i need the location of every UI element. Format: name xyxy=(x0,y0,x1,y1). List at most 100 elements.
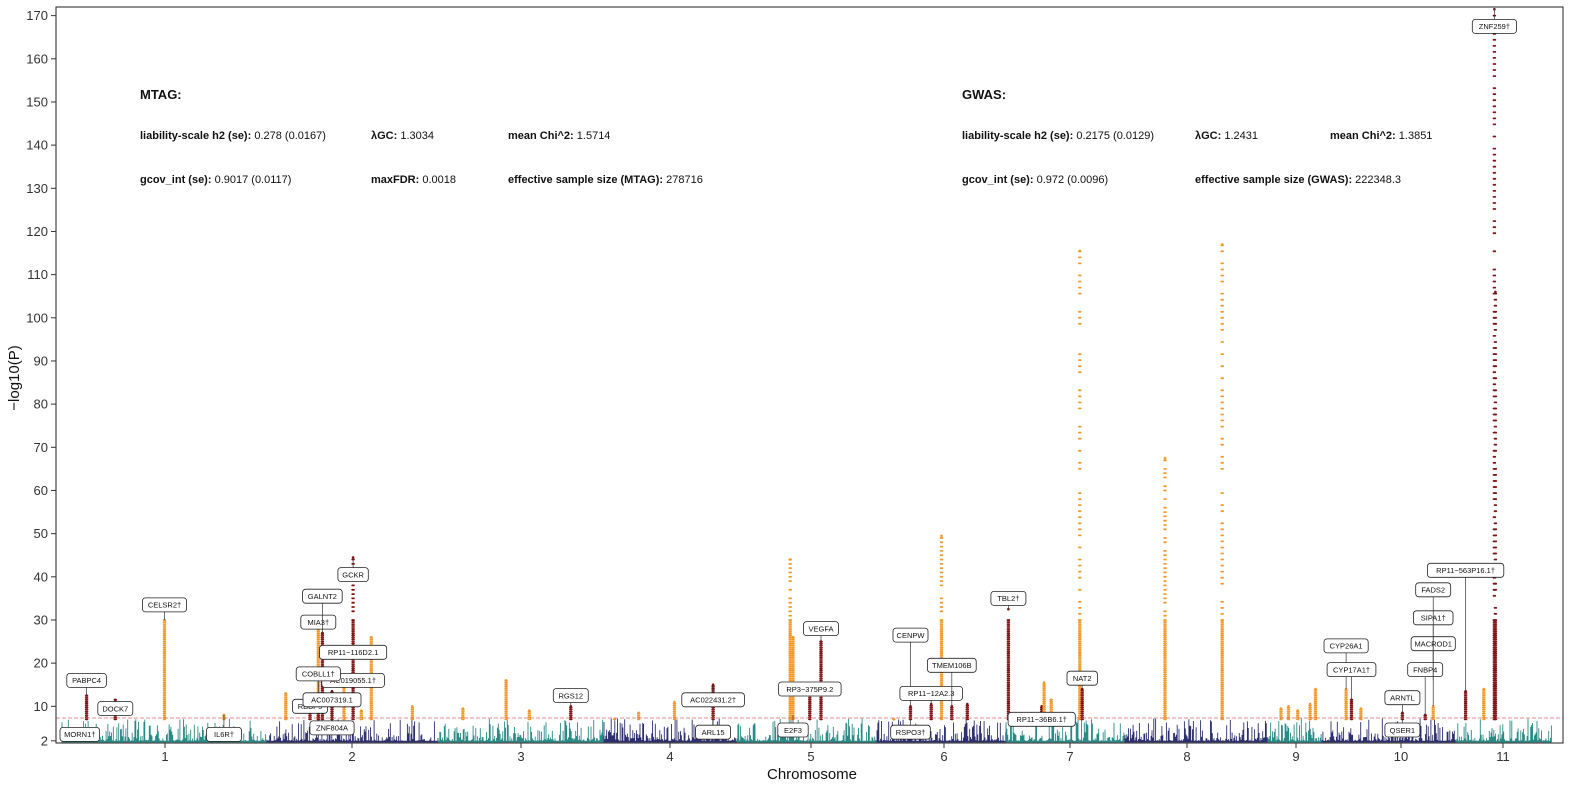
gwas-stat-key: liability-scale h2 (se): xyxy=(962,130,1076,142)
chromosome-points-3 xyxy=(437,718,605,743)
gwas-stat-value: 0.2175 (0.0129) xyxy=(1076,130,1154,142)
peak-top-point xyxy=(163,618,166,622)
axes: Chromosome −log10(P) 2102030405060708090… xyxy=(6,6,1564,783)
gwas-stat-key: effective sample size (GWAS): xyxy=(1195,174,1355,186)
peak-top-point xyxy=(1220,243,1224,246)
chromosome-band-8 xyxy=(1124,718,1268,743)
gene-label-box xyxy=(1427,562,1505,578)
peak-column xyxy=(1431,706,1435,721)
peak-top-point xyxy=(411,705,414,708)
peak-column xyxy=(636,712,641,721)
gene-label-text: RP11−12A2.3 xyxy=(908,689,954,698)
y-tick-label: 130 xyxy=(26,181,48,196)
peak-column xyxy=(410,706,415,721)
gene-label: RSPO3† xyxy=(890,719,931,740)
gene-label-text: TBL2† xyxy=(997,594,1019,603)
peak-top-point xyxy=(613,718,616,721)
gene-label-box xyxy=(1066,670,1098,686)
gene-label-box xyxy=(1415,582,1452,598)
mtag-stat: effective sample size (MTAG): 278716 xyxy=(508,174,703,186)
gene-label: MORN1† xyxy=(59,727,100,742)
chromosome-band-9 xyxy=(1267,718,1322,743)
gene-label-text: COBLL1† xyxy=(302,670,335,679)
gene-label-text: RSPO3† xyxy=(896,728,926,737)
peak-top-point xyxy=(222,713,226,717)
x-tick-label: 3 xyxy=(517,749,524,764)
peak-top-point xyxy=(673,700,676,704)
peak-6-27 xyxy=(892,718,896,721)
x-tick-label: 8 xyxy=(1183,749,1190,764)
peak-top-point xyxy=(966,702,969,706)
peak-6-29 xyxy=(929,702,933,721)
y-tick-label: 80 xyxy=(34,397,48,412)
gene-label-box xyxy=(1007,711,1076,727)
peak-column xyxy=(950,706,954,721)
gene-label: AC007319.1 xyxy=(302,691,362,708)
peak-top-point xyxy=(1287,705,1290,708)
gene-label: FADS2 xyxy=(1415,582,1452,664)
gene-label-text: RP3−375P9.2 xyxy=(786,685,833,694)
chromosome-band-11 xyxy=(1455,718,1552,743)
peak-column xyxy=(284,693,288,721)
peak-top-point xyxy=(637,711,640,715)
gene-label-box xyxy=(1471,18,1517,34)
peak-column xyxy=(1279,708,1283,721)
peak-10-51 xyxy=(1431,705,1435,721)
y-tick-label: 140 xyxy=(26,138,48,153)
y-tick-label: 2 xyxy=(41,733,48,748)
peak-9-43 xyxy=(1295,709,1300,721)
gene-label-text: AC019055.1† xyxy=(330,676,376,685)
x-tick-label: 1 xyxy=(161,749,168,764)
peak-top-point xyxy=(1007,607,1010,611)
peak-3-17 xyxy=(527,709,532,721)
chromosome-band-7 xyxy=(1005,718,1126,743)
peak-column xyxy=(569,706,573,721)
chromosome-points-9 xyxy=(1267,718,1322,743)
y-tick-label: 40 xyxy=(34,569,48,584)
gene-label-text: QSER1 xyxy=(1390,726,1415,735)
mtag-heading: MTAG: xyxy=(140,87,182,102)
peak-column xyxy=(672,702,677,721)
peak-top-point xyxy=(1049,698,1053,702)
gene-label-text: ARL15 xyxy=(702,728,725,737)
peak-top-point xyxy=(788,558,792,561)
gene-label-box xyxy=(927,657,977,673)
peak-column xyxy=(1493,292,1498,721)
gene-label: ZNF259† xyxy=(1471,9,1517,34)
y-tick-label: 30 xyxy=(34,612,48,627)
peak-10-50 xyxy=(1423,713,1427,721)
gene-label-text: VEGFA xyxy=(808,624,833,633)
peak-1-2 xyxy=(162,618,167,721)
gwas-stat-value: 0.972 (0.0096) xyxy=(1037,174,1109,186)
gene-label-box xyxy=(1384,690,1421,706)
peak-top-point xyxy=(940,534,943,538)
peak-top-point xyxy=(114,698,117,702)
peak-column xyxy=(504,679,508,721)
gene-label-text: RP11−36B6.1† xyxy=(1016,715,1067,724)
gene-label: RP11−563P16.1† xyxy=(1427,562,1505,692)
gene-label: MIA3† xyxy=(300,614,337,630)
peak-4-21 xyxy=(672,700,677,721)
peak-7-38 xyxy=(1080,687,1084,721)
chromosome-band-3 xyxy=(437,718,605,743)
gene-label-box xyxy=(141,597,187,613)
mtag-stat-key: liability-scale h2 (se): xyxy=(140,130,254,142)
gene-label-text: MORN1† xyxy=(64,730,95,739)
gene-label: PABPC4 xyxy=(66,673,107,696)
gwas-stat-key: gcov_int (se): xyxy=(962,174,1037,186)
gene-label: DOCK7 xyxy=(97,699,134,716)
gene-label-box xyxy=(295,666,341,682)
peak-column xyxy=(791,636,795,721)
peak-column xyxy=(527,710,532,721)
peak-top-point xyxy=(360,709,363,712)
plot-border xyxy=(55,6,1564,744)
peak-11-53 xyxy=(1482,687,1486,721)
peak-9-42 xyxy=(1286,705,1291,721)
gene-label-text: E2F3 xyxy=(784,726,802,735)
x-tick-label: 4 xyxy=(666,749,673,764)
gene-label: RP11−116D2.1 xyxy=(319,644,388,660)
peak-column xyxy=(1286,706,1291,721)
gene-label: RP11−36B6.1† xyxy=(1007,706,1076,727)
gene-label-box xyxy=(777,722,809,738)
